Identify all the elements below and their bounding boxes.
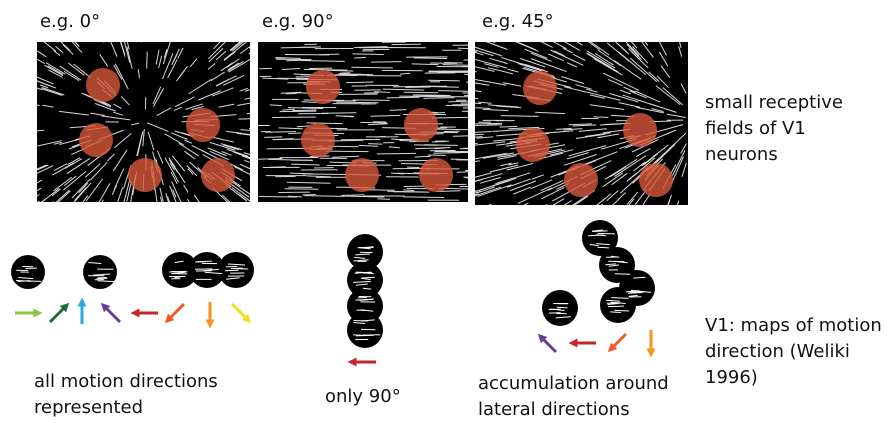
streak [265,132,296,133]
streak [557,307,568,308]
streak [615,274,630,275]
streak [351,67,392,68]
streak [463,204,491,215]
streak [135,32,136,43]
streak [614,310,629,311]
streak [423,98,454,99]
streak [495,203,529,219]
streak [169,271,186,272]
streak [24,141,37,143]
streak [403,197,444,198]
panel-label: e.g. 0° [40,11,100,32]
streak [336,116,354,117]
caption: represented [34,397,143,418]
streak [44,201,54,209]
direction-maps [11,220,655,348]
streak [415,156,431,157]
streak [428,80,459,81]
figure: e.g. 0° e.g. 90° e.g. 45° small receptiv… [0,0,893,423]
streak [598,247,609,248]
streak [346,82,373,83]
streak [478,36,495,42]
streak [533,204,547,212]
streak [593,204,603,213]
streak [249,42,257,48]
streak [187,199,200,222]
streak [377,153,416,154]
streak [147,52,148,69]
streak [371,62,401,63]
streak [89,200,103,226]
streak [500,126,518,127]
caption: only 90° [325,386,401,407]
streak [457,172,469,173]
side-note: fields of V1 [705,118,806,139]
streak [431,117,471,118]
side-note: direction (Weliki [705,341,850,362]
streak [225,270,238,271]
streak [302,195,315,196]
streak [473,125,502,126]
panel-label: e.g. 45° [482,11,554,32]
streak [195,262,205,263]
streak [233,35,241,42]
streak [286,93,297,94]
streak [432,141,445,142]
side-note: neurons [705,144,778,165]
streak [610,312,621,313]
streak [413,95,447,96]
side-note: 1996) [705,367,758,388]
streak [100,35,104,42]
streak [301,102,316,103]
streak [626,15,648,46]
caption: accumulation around [478,373,669,394]
streak [446,105,469,106]
streak [272,117,315,118]
streak [387,97,420,98]
streak [354,57,366,58]
side-note: small receptive [705,92,843,113]
streak [13,176,37,188]
streak [140,14,141,42]
streak [288,133,301,134]
streak [241,31,260,46]
streak [592,231,607,232]
streak [414,145,437,146]
streak [25,189,37,197]
streak [29,201,39,208]
side-note: V1: maps of motion [705,315,882,336]
panel-label: e.g. 90° [262,11,334,32]
streak [336,102,378,103]
streak [21,194,40,207]
caption: lateral directions [478,399,630,420]
streak [414,58,448,59]
streak [342,195,365,196]
streak [374,92,390,93]
streak [378,199,390,200]
streak [292,110,316,111]
streak [340,73,350,74]
streak [360,122,386,123]
streak [401,164,426,165]
caption: all motion directions [34,371,218,392]
streak [471,123,502,124]
